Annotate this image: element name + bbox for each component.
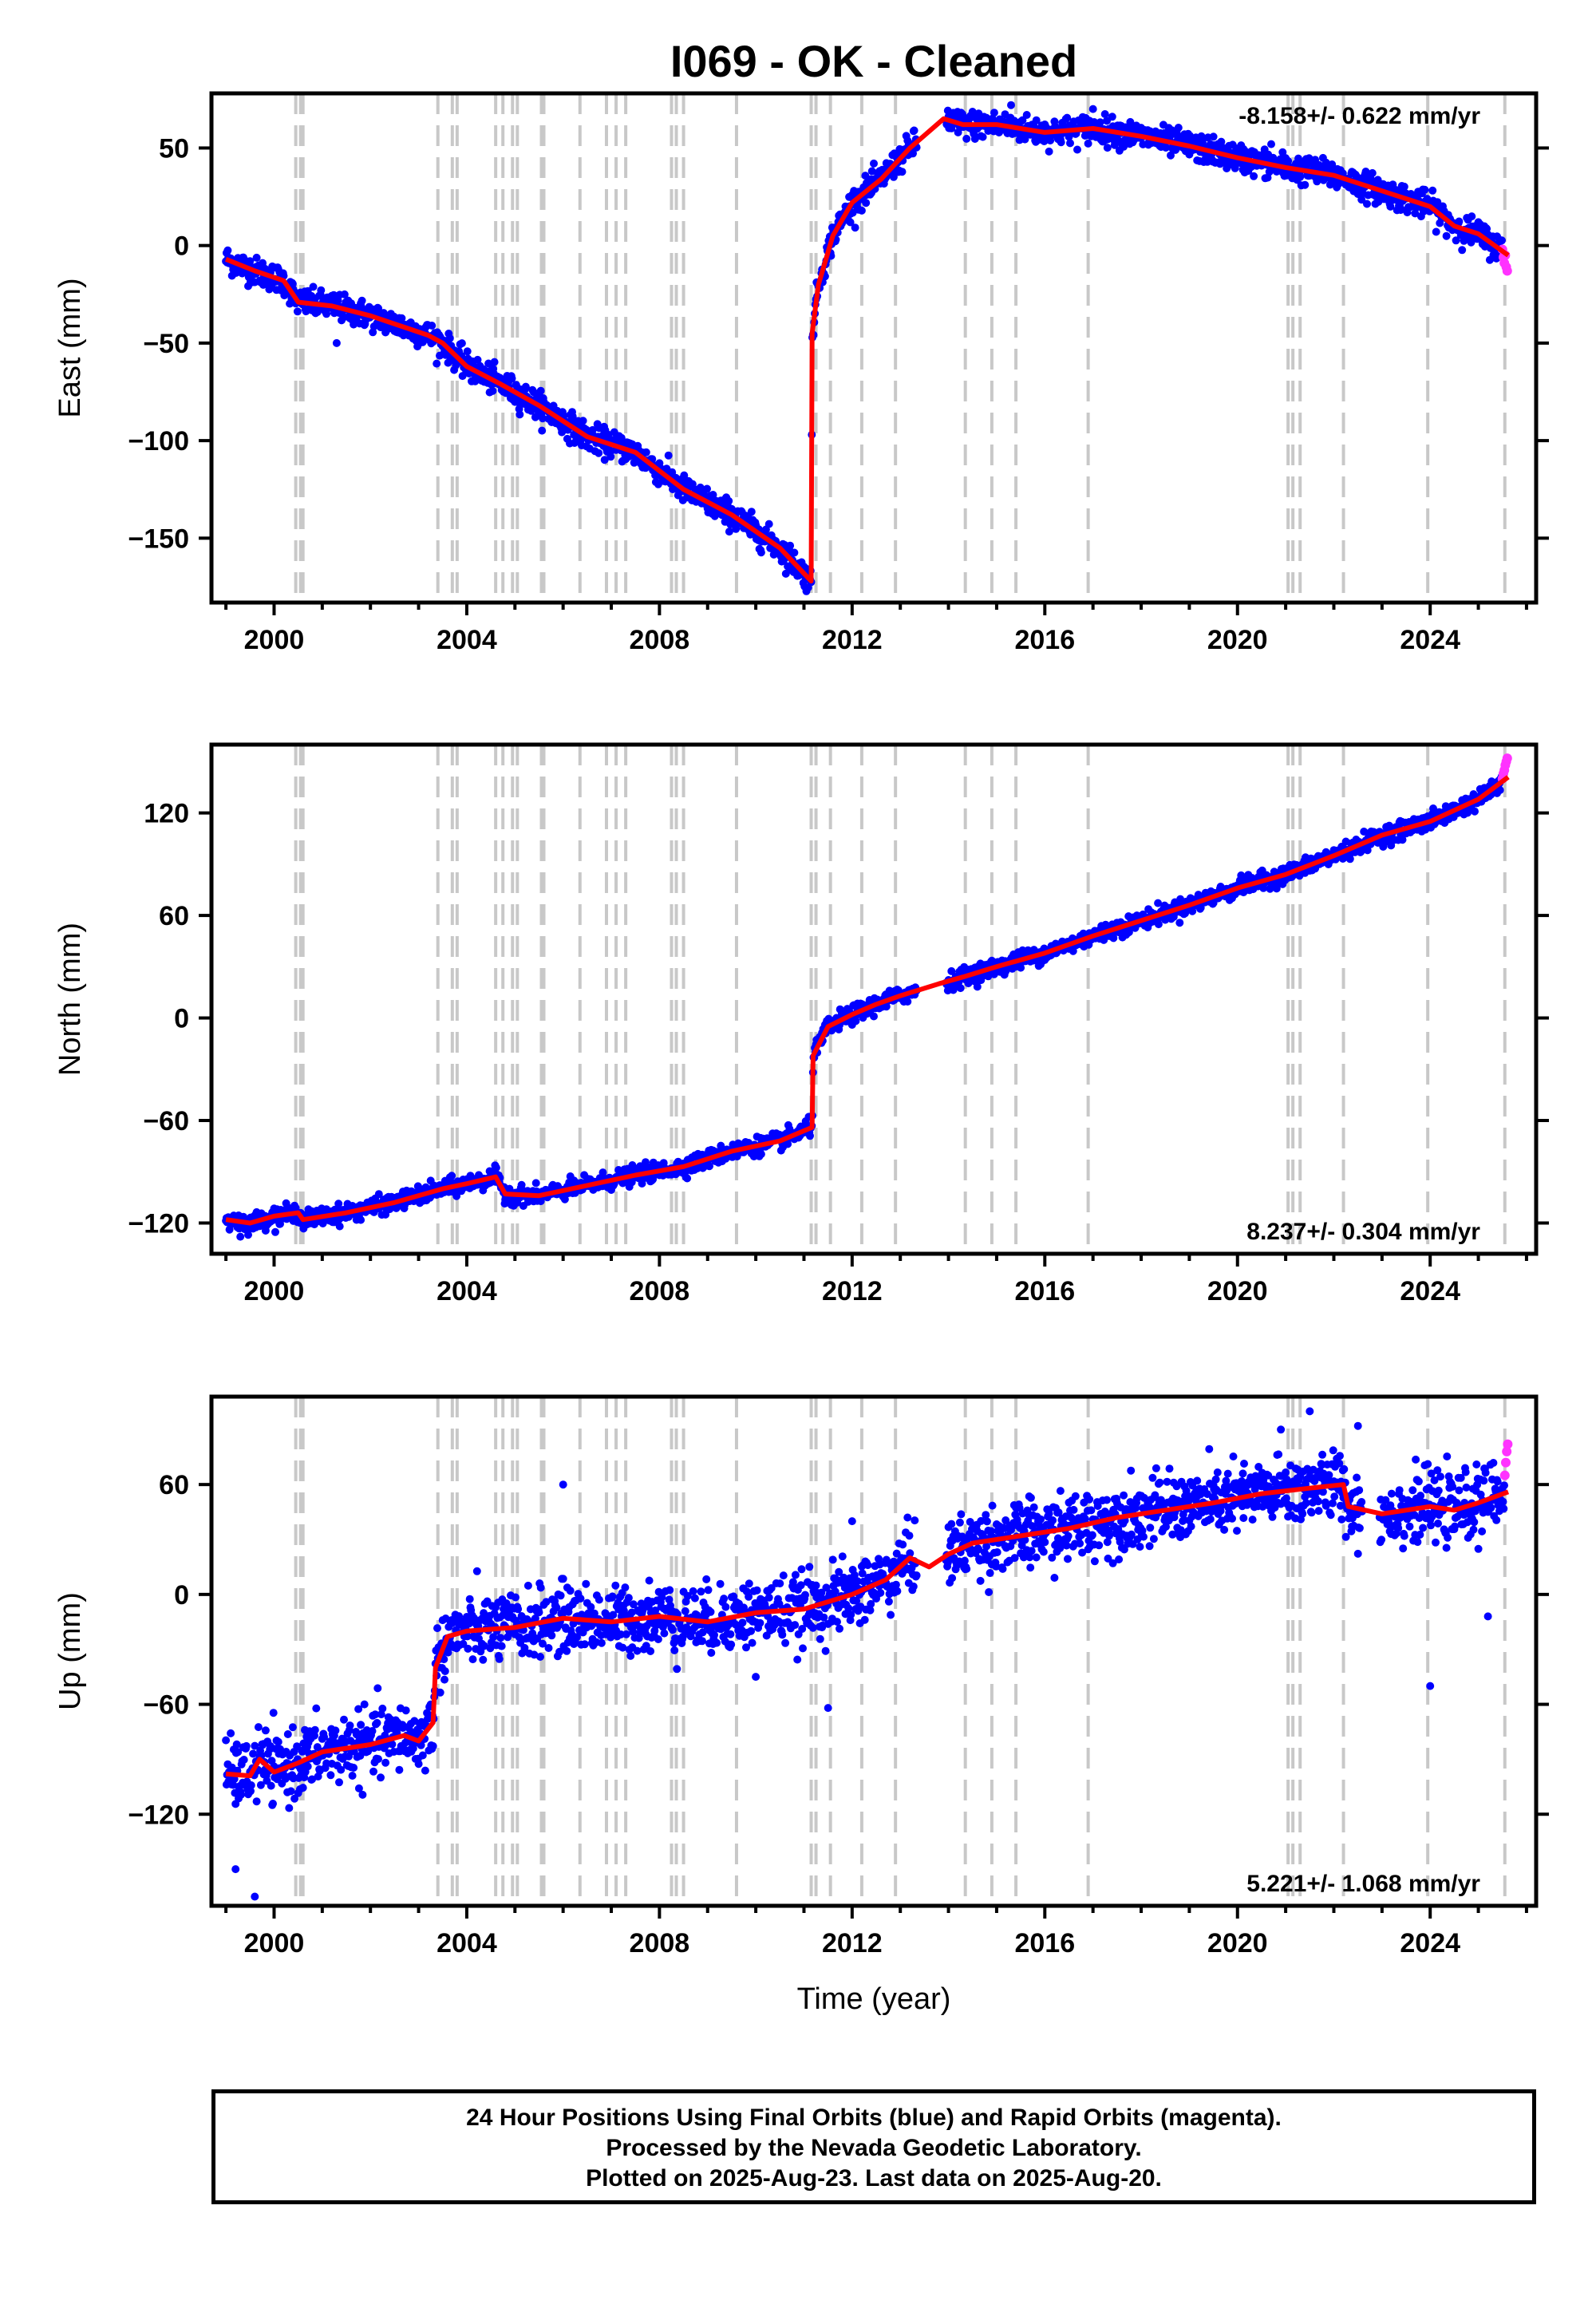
x-tick-label: 2008 xyxy=(630,1276,690,1306)
y-tick-label: 0 xyxy=(174,1004,189,1034)
rapid-orbit-point xyxy=(1500,1457,1511,1468)
model-fit-line xyxy=(224,116,1510,584)
x-tick-label: 2004 xyxy=(437,625,497,655)
plot-frame xyxy=(209,742,1539,1256)
y-tick-label: −120 xyxy=(128,1800,189,1830)
up-panel: 2000 2004 2008 2012 2016 2020 2024 −120 −60 0 60 Up… xyxy=(53,1394,1549,1958)
y-tick-label: 60 xyxy=(159,1470,189,1500)
final-orbit-points xyxy=(222,1407,1509,1901)
y-axis-label: East (mm) xyxy=(53,278,87,417)
event-lines xyxy=(294,745,1507,1254)
y-tick-label: −60 xyxy=(143,1690,189,1721)
y-tick-label: 0 xyxy=(174,231,189,262)
north-panel: 2000 2004 2008 2012 2016 2020 2024 −120 −60 0 60 12… xyxy=(53,742,1549,1306)
rapid-orbit-point xyxy=(1499,1470,1510,1480)
plot-frame xyxy=(209,1394,1539,1908)
y-tick-label: 50 xyxy=(159,133,189,164)
x-tick-label: 2012 xyxy=(822,1928,883,1958)
x-axis-label: Time (year) xyxy=(797,1982,951,2016)
x-tick-label: 2012 xyxy=(822,625,883,655)
footer-line-1: 24 Hour Positions Using Final Orbits (bl… xyxy=(466,2105,1282,2131)
y-tick-label: −60 xyxy=(143,1106,189,1136)
x-tick-label: 2024 xyxy=(1400,625,1460,655)
model-fit-line xyxy=(225,1482,1510,1779)
x-tick-label: 2004 xyxy=(437,1928,497,1958)
velocity-label: 5.221+/- 1.068 mm/yr xyxy=(1246,1871,1480,1897)
x-tick-label: 2000 xyxy=(244,1928,305,1958)
event-lines xyxy=(294,1397,1507,1906)
rapid-orbit-point xyxy=(1502,1446,1512,1456)
model-fit-line xyxy=(225,775,1510,1226)
final-orbit-points xyxy=(222,101,1507,595)
processing-note-box: 24 Hour Positions Using Final Orbits (bl… xyxy=(211,2089,1536,2204)
x-tick-label: 2000 xyxy=(244,625,305,655)
y-tick-label: −50 xyxy=(143,329,189,359)
rapid-orbit-point xyxy=(1503,1439,1513,1449)
x-tick-label: 2008 xyxy=(630,1928,690,1958)
event-lines xyxy=(294,93,1507,603)
velocity-label: 8.237+/- 0.304 mm/yr xyxy=(1246,1219,1480,1245)
y-tick-label: 0 xyxy=(174,1580,189,1611)
east-panel: 2000 2004 2008 2012 2016 2020 2024 −150 −100 −50 0… xyxy=(53,91,1549,655)
y-axis-label: Up (mm) xyxy=(53,1592,87,1710)
y-tick-label: 60 xyxy=(159,901,189,931)
x-tick-label: 2020 xyxy=(1207,1928,1268,1958)
final-orbit-scatter xyxy=(222,772,1507,1241)
y-tick-label: 120 xyxy=(144,799,189,829)
x-tick-label: 2012 xyxy=(822,1276,883,1306)
y-tick-label: −100 xyxy=(128,426,189,456)
x-tick-label: 2004 xyxy=(437,1276,497,1306)
chart-title: I069 - OK - Cleaned xyxy=(670,36,1077,86)
x-tick-label: 2016 xyxy=(1014,1276,1075,1306)
x-tick-label: 2024 xyxy=(1400,1928,1460,1958)
y-tick-label: −120 xyxy=(128,1208,189,1239)
final-orbit-points xyxy=(222,772,1507,1241)
final-orbit-scatter xyxy=(222,101,1507,595)
rapid-orbit-point xyxy=(1502,753,1512,764)
footer-line-3: Plotted on 2025-Aug-23. Last data on 202… xyxy=(586,2165,1162,2192)
x-tick-label: 2016 xyxy=(1014,1928,1075,1958)
x-tick-label: 2020 xyxy=(1207,625,1268,655)
velocity-label: -8.158+/- 0.622 mm/yr xyxy=(1238,103,1480,129)
x-tick-label: 2020 xyxy=(1207,1276,1268,1306)
final-orbit-scatter xyxy=(222,1407,1509,1901)
y-tick-label: −150 xyxy=(128,524,189,554)
x-tick-label: 2008 xyxy=(630,625,690,655)
x-tick-label: 2016 xyxy=(1014,625,1075,655)
footer-line-2: Processed by the Nevada Geodetic Laborat… xyxy=(606,2135,1142,2161)
plot-frame xyxy=(209,91,1539,605)
y-axis-label: North (mm) xyxy=(53,923,87,1076)
rapid-orbit-point xyxy=(1502,266,1512,276)
x-tick-label: 2024 xyxy=(1400,1276,1460,1306)
x-tick-label: 2000 xyxy=(244,1276,305,1306)
